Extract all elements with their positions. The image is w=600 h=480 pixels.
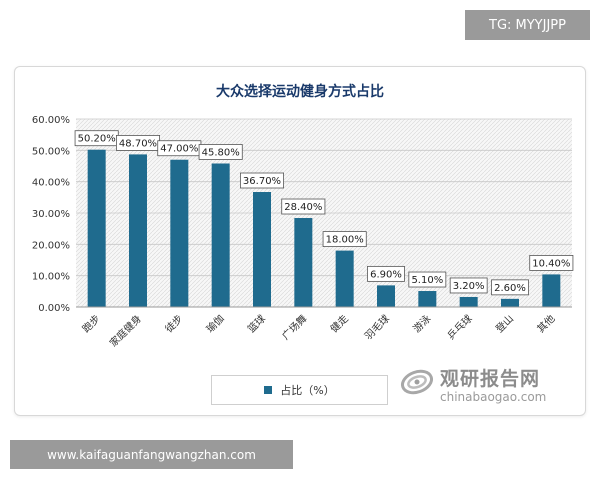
bar: [501, 298, 519, 307]
data-label: 6.90%: [370, 269, 402, 280]
logo-chinese-name: 观研报告网: [440, 368, 541, 390]
bar: [129, 154, 147, 307]
data-label-box: [367, 265, 405, 282]
bar: [253, 192, 271, 307]
data-label-box: [322, 231, 367, 248]
bar: [335, 250, 354, 307]
x-tick-label: 乒乓球: [444, 312, 474, 342]
watermark-url-badge: www.kaifaguanfangwangzhan.com: [10, 440, 293, 469]
chart-legend: 占比（%）: [211, 375, 388, 405]
data-label: 48.70%: [119, 138, 157, 149]
data-label: 5.10%: [411, 275, 443, 286]
x-tick-label: 徒步: [162, 312, 185, 335]
data-label-box: [408, 271, 447, 288]
data-label: 47.00%: [160, 144, 198, 155]
x-tick-label: 广场舞: [279, 312, 309, 342]
publisher-logo: 观研报告网 chinabaogao.com: [400, 364, 580, 408]
bar: [170, 159, 189, 307]
legend-swatch: [264, 386, 273, 394]
bars: [87, 149, 561, 307]
y-tick-label: 10.00%: [32, 272, 70, 283]
data-label-box: [281, 198, 326, 215]
x-axis-ticks: 跑步 家庭健身 徒步 瑜伽 篮球 广场舞 健走 羽毛球 游泳 乒乓球 登山 其他: [79, 312, 557, 349]
bar: [87, 149, 106, 307]
data-labels: 50.20% 48.70% 47.00% 45.80% 36.70% 28.40% 18.0…: [74, 130, 574, 296]
x-tick-label: 瑜伽: [203, 312, 226, 335]
bar: [211, 163, 230, 307]
data-label: 28.40%: [284, 202, 322, 213]
data-label-box: [529, 255, 574, 271]
x-tick-label: 登山: [493, 312, 516, 335]
bar: [418, 291, 437, 307]
x-tick-label: 健走: [328, 313, 351, 336]
bar: [377, 285, 395, 307]
y-tick-label: 20.00%: [32, 240, 70, 251]
y-tick-label: 30.00%: [32, 209, 70, 220]
y-tick-label: 40.00%: [32, 178, 70, 189]
y-tick-label: 60.00%: [32, 115, 70, 126]
legend-label: 占比（%）: [280, 384, 335, 397]
y-axis-ticks: 0.00% 10.00% 20.00% 30.00% 40.00% 50.00% 60.00…: [32, 115, 70, 314]
bar: [294, 218, 313, 307]
data-label: 18.00%: [326, 235, 364, 246]
chart-title: 大众选择运动健身方式占比: [216, 83, 384, 100]
logo-domain: chinabaogao.com: [440, 390, 547, 404]
data-label: 3.20%: [453, 281, 485, 292]
data-label-box: [449, 277, 488, 294]
data-label-box: [491, 279, 529, 296]
data-label: 10.40%: [532, 258, 570, 269]
watermark-tg-badge: TG: MYYJJPP: [465, 10, 590, 40]
x-tick-label: 跑步: [79, 312, 102, 335]
data-label: 2.60%: [494, 283, 526, 294]
x-tick-label: 游泳: [410, 312, 433, 335]
data-label: 50.20%: [78, 134, 116, 145]
x-tick-label: 篮球: [245, 312, 268, 335]
x-tick-label: 其他: [534, 312, 557, 335]
x-tick-label: 羽毛球: [362, 312, 392, 342]
y-tick-label: 50.00%: [32, 146, 70, 157]
data-label-box: [239, 172, 284, 189]
y-tick-label: 0.00%: [38, 303, 70, 314]
bar: [459, 296, 478, 307]
swirl-logo-icon: [400, 369, 434, 395]
x-tick-label: 家庭健身: [107, 312, 144, 349]
data-label: 36.70%: [243, 176, 281, 187]
data-label: 45.80%: [202, 147, 240, 158]
data-label-box: [198, 144, 243, 160]
bar: [542, 274, 561, 307]
